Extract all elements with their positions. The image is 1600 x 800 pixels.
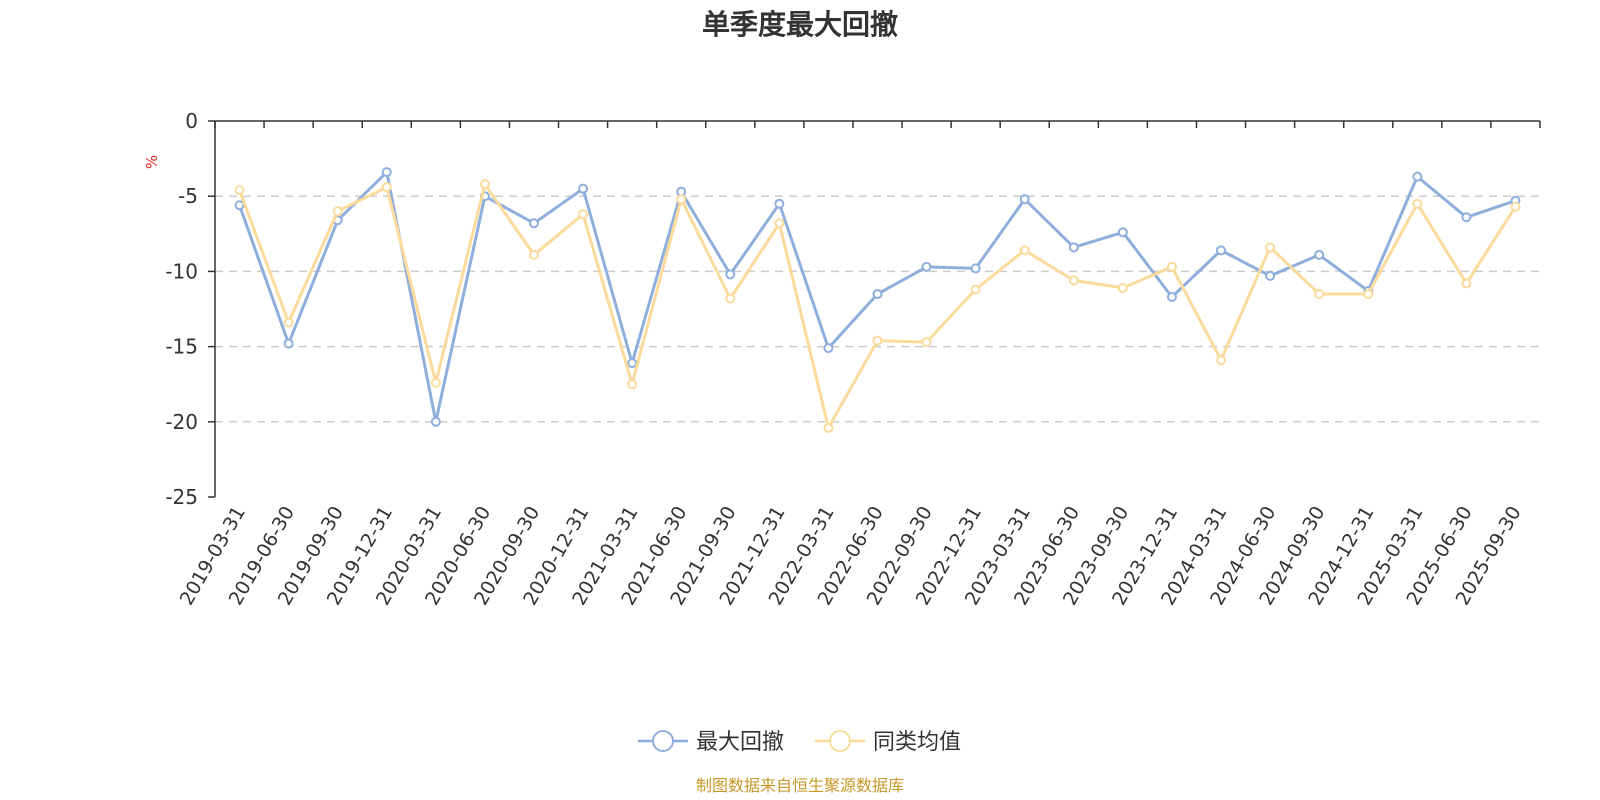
x-tick-labels: 2019-03-312019-06-302019-09-302019-12-31… [176, 503, 1526, 610]
y-tick-labels: 0 -5 -10 -15 -20 -25 [165, 109, 198, 509]
data-point [332, 206, 343, 217]
grid-lines [215, 195, 1540, 423]
data-point [234, 200, 245, 211]
data-point [921, 337, 932, 348]
data-point [1068, 275, 1079, 286]
data-point [1019, 194, 1030, 205]
legend[interactable]: 最大回撤 同类均值 [638, 730, 961, 755]
data-point [872, 335, 883, 346]
data-point [1216, 245, 1227, 256]
legend-swatch-marker [829, 730, 851, 752]
legend-item-1[interactable]: 最大回撤 [638, 730, 784, 755]
data-point [1461, 212, 1472, 223]
y-tick-label: -25 [165, 485, 198, 509]
data-point [1314, 249, 1325, 260]
legend-swatch-marker [652, 730, 674, 752]
data-point [430, 416, 441, 427]
data-point [381, 167, 392, 178]
data-point [627, 379, 638, 390]
data-point [1510, 201, 1521, 212]
data-point [1068, 242, 1079, 253]
y-unit-label: % [143, 155, 161, 169]
data-point [1117, 227, 1128, 238]
data-point [430, 377, 441, 388]
data-point [970, 284, 981, 295]
data-point [1363, 288, 1374, 299]
data-point [578, 183, 589, 194]
data-point [823, 422, 834, 433]
series-1 [234, 167, 1521, 427]
data-point [823, 343, 834, 354]
data-point [1117, 282, 1128, 293]
data-point [1265, 270, 1276, 281]
data-point [774, 218, 785, 229]
data-point [283, 317, 294, 328]
data-point [1412, 198, 1423, 209]
series-group [234, 167, 1521, 433]
data-point [1019, 245, 1030, 256]
legend-label: 同类均值 [873, 730, 961, 755]
series-2 [234, 179, 1521, 433]
data-point [528, 218, 539, 229]
data-point [1314, 288, 1325, 299]
data-point [528, 249, 539, 260]
y-tick-label: -20 [165, 410, 198, 434]
legend-label: 最大回撤 [696, 730, 784, 755]
data-point [381, 182, 392, 193]
data-point [578, 209, 589, 220]
data-point [1412, 171, 1423, 182]
chart-title: 单季度最大回撤 [702, 8, 898, 41]
y-tick-label: -10 [165, 259, 198, 283]
data-point [725, 293, 736, 304]
y-tick-label: -5 [178, 184, 198, 208]
data-point [872, 288, 883, 299]
legend-item-2[interactable]: 同类均值 [815, 730, 961, 755]
data-point [725, 269, 736, 280]
data-point [1166, 291, 1177, 302]
data-point [774, 198, 785, 209]
axes [208, 120, 1541, 498]
data-point [479, 179, 490, 190]
data-point [234, 185, 245, 196]
data-point [970, 263, 981, 274]
data-point [1216, 355, 1227, 366]
data-point [627, 358, 638, 369]
data-point [1166, 261, 1177, 272]
data-point [676, 194, 687, 205]
data-point [1265, 242, 1276, 253]
data-source-note: 制图数据来自恒生聚源数据库 [696, 776, 904, 795]
data-point [921, 261, 932, 272]
data-point [283, 338, 294, 349]
y-tick-label: -15 [165, 335, 198, 359]
data-point [1461, 278, 1472, 289]
y-tick-label: 0 [185, 109, 198, 133]
